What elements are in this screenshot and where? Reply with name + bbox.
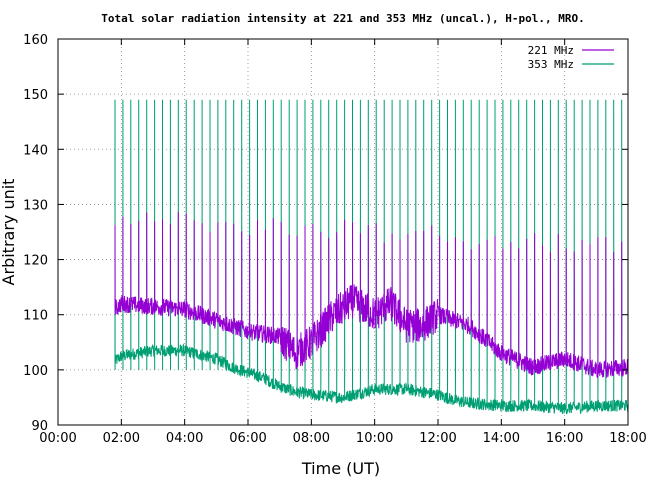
ticks: 00:00 02:00 04:00 06:00 08:00 10:00 12:00 14:00…	[23, 33, 647, 446]
x-tick-label: 00:00	[39, 431, 76, 446]
y-tick-label: 100	[23, 364, 48, 379]
y-tick-label: 140	[23, 143, 48, 158]
chart-title: Total solar radiation intensity at 221 a…	[101, 12, 584, 25]
series-221-mhz	[114, 212, 629, 379]
y-tick-label: 110	[23, 309, 48, 324]
x-tick-label: 02:00	[103, 431, 140, 446]
x-tick-label: 16:00	[546, 431, 583, 446]
x-axis-label: Time (UT)	[301, 459, 380, 478]
x-tick-label: 04:00	[166, 431, 203, 446]
series-layer	[114, 99, 629, 415]
x-tick-label: 10:00	[356, 431, 393, 446]
legend-label-353: 353 MHz	[528, 58, 574, 71]
legend-label-221: 221 MHz	[528, 44, 574, 57]
grid	[58, 39, 628, 425]
x-tick-label: 08:00	[293, 431, 330, 446]
y-tick-label: 130	[23, 198, 48, 213]
series-line	[114, 212, 629, 379]
y-tick-label: 120	[23, 254, 48, 269]
y-axis-label: Arbitrary unit	[0, 179, 18, 286]
plot-frame	[57, 38, 629, 426]
x-tick-label: 14:00	[483, 431, 520, 446]
legend: 221 MHz 353 MHz	[528, 44, 614, 71]
x-tick-label: 18:00	[609, 431, 646, 446]
x-tick-label: 12:00	[419, 431, 456, 446]
x-tick-label: 06:00	[229, 431, 266, 446]
y-tick-label: 90	[31, 419, 48, 434]
y-tick-label: 160	[23, 33, 48, 48]
y-tick-label: 150	[23, 88, 48, 103]
